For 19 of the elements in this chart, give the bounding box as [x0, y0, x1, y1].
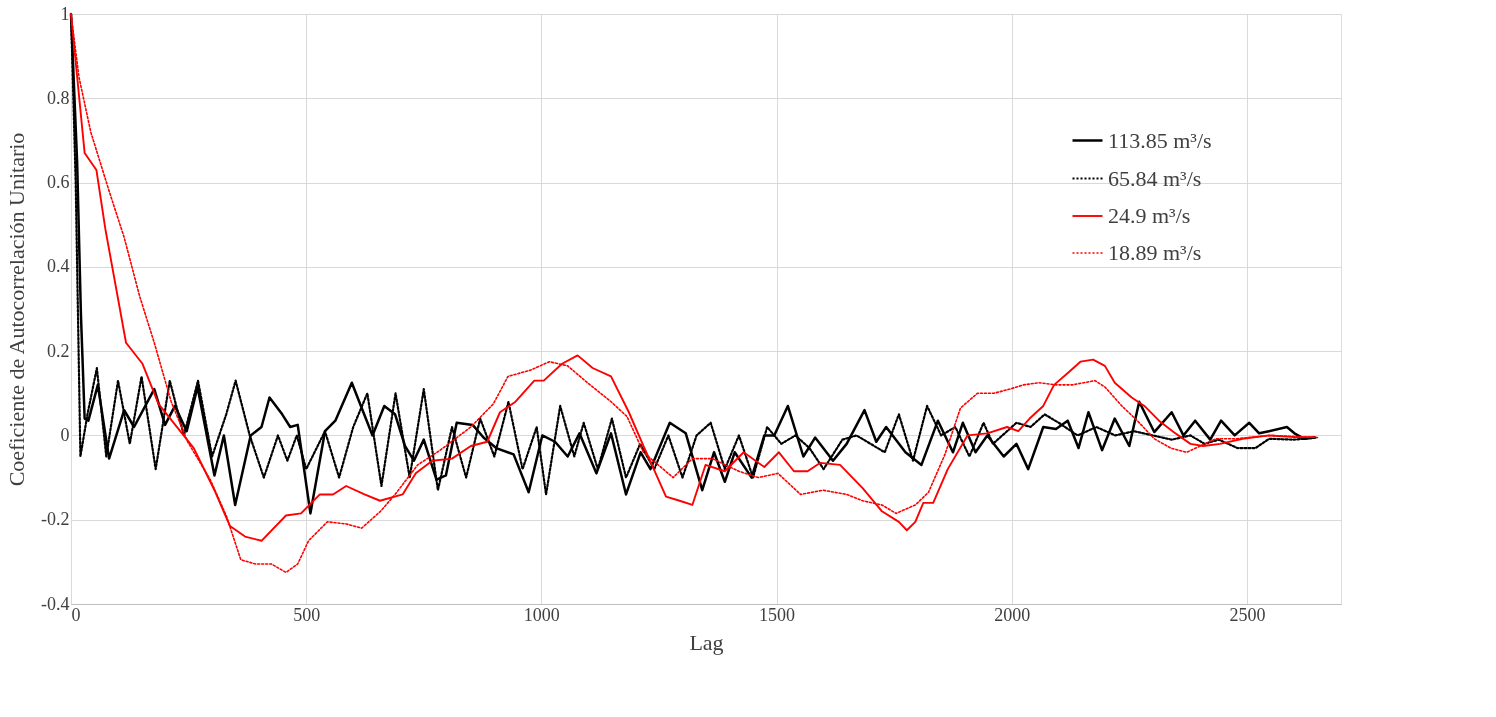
- legend-label: 113.85 m³/s: [1108, 127, 1212, 153]
- x-tick-label: 1500: [759, 604, 796, 625]
- x-tick-label: 2500: [1229, 604, 1266, 625]
- legend-label: 18.89 m³/s: [1108, 240, 1202, 265]
- y-tick-label: 1: [60, 3, 70, 24]
- legend-label: 24.9 m³/s: [1108, 203, 1191, 228]
- y-axis-title: Coeficiente de Autocorrelación Unitario: [4, 132, 30, 487]
- x-axis-title: Lag: [689, 629, 724, 655]
- y-tick-label: 0.8: [47, 87, 70, 108]
- y-tick-label: -0.2: [41, 509, 70, 530]
- x-tick-label: 2000: [994, 604, 1031, 625]
- y-tick-label: 0.6: [47, 172, 70, 193]
- y-tick-label: 0.4: [47, 256, 70, 277]
- y-tick-label: 0.2: [47, 340, 70, 361]
- legend-label: 65.84 m³/s: [1108, 165, 1202, 191]
- x-tick-label: 500: [293, 604, 321, 625]
- y-tick-label: -0.4: [41, 593, 70, 614]
- y-tick-label: 0: [60, 424, 70, 445]
- x-tick-label: 1000: [523, 604, 560, 625]
